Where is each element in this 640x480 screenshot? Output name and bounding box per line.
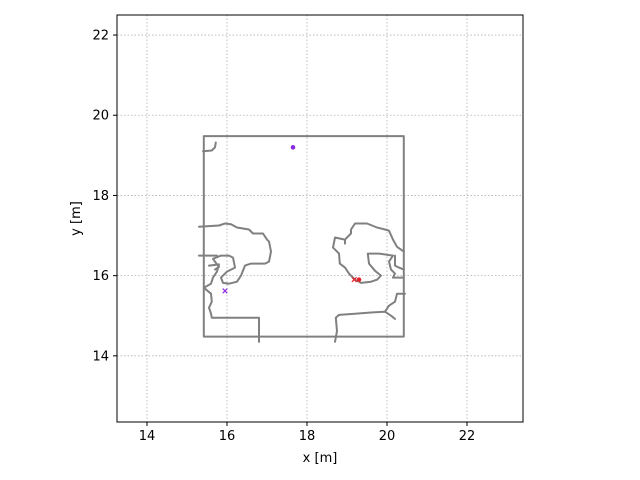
y-tick-label: 16 (92, 269, 109, 284)
y-axis-label: y [m] (69, 201, 84, 236)
x-tick-label: 16 (219, 429, 236, 444)
axes-frame (116, 14, 524, 423)
map-wall (384, 292, 406, 313)
map-wall (332, 236, 404, 284)
map-wall (394, 254, 405, 271)
map-wall (202, 263, 260, 343)
x-tick-label: 14 (139, 429, 156, 444)
x-axis-label: x [m] (303, 451, 338, 466)
pose-dot-marker (290, 145, 296, 150)
map-wall (344, 222, 405, 253)
map-wall (202, 141, 217, 153)
y-tick-label: 18 (92, 189, 109, 204)
map-wall (198, 222, 272, 285)
y-tick-label: 14 (92, 349, 109, 364)
y-tick-label: 22 (92, 29, 109, 44)
pose-dot-marker (356, 277, 362, 282)
occupancy-map (198, 135, 406, 343)
x-tick-label: 22 (459, 429, 476, 444)
x-tick-label: 20 (379, 429, 396, 444)
pose-x-marker (351, 276, 357, 283)
pose-x-marker (222, 288, 228, 294)
y-tick-label: 20 (92, 109, 109, 124)
map-wall (334, 310, 396, 343)
pose-markers (222, 145, 362, 294)
map-wall (202, 135, 405, 338)
y-axis-ticks: 14 16 18 20 22 (92, 29, 117, 364)
grid-lines (117, 15, 523, 422)
x-tick-label: 18 (299, 429, 316, 444)
x-axis-ticks: 14 16 18 20 22 (139, 422, 476, 444)
